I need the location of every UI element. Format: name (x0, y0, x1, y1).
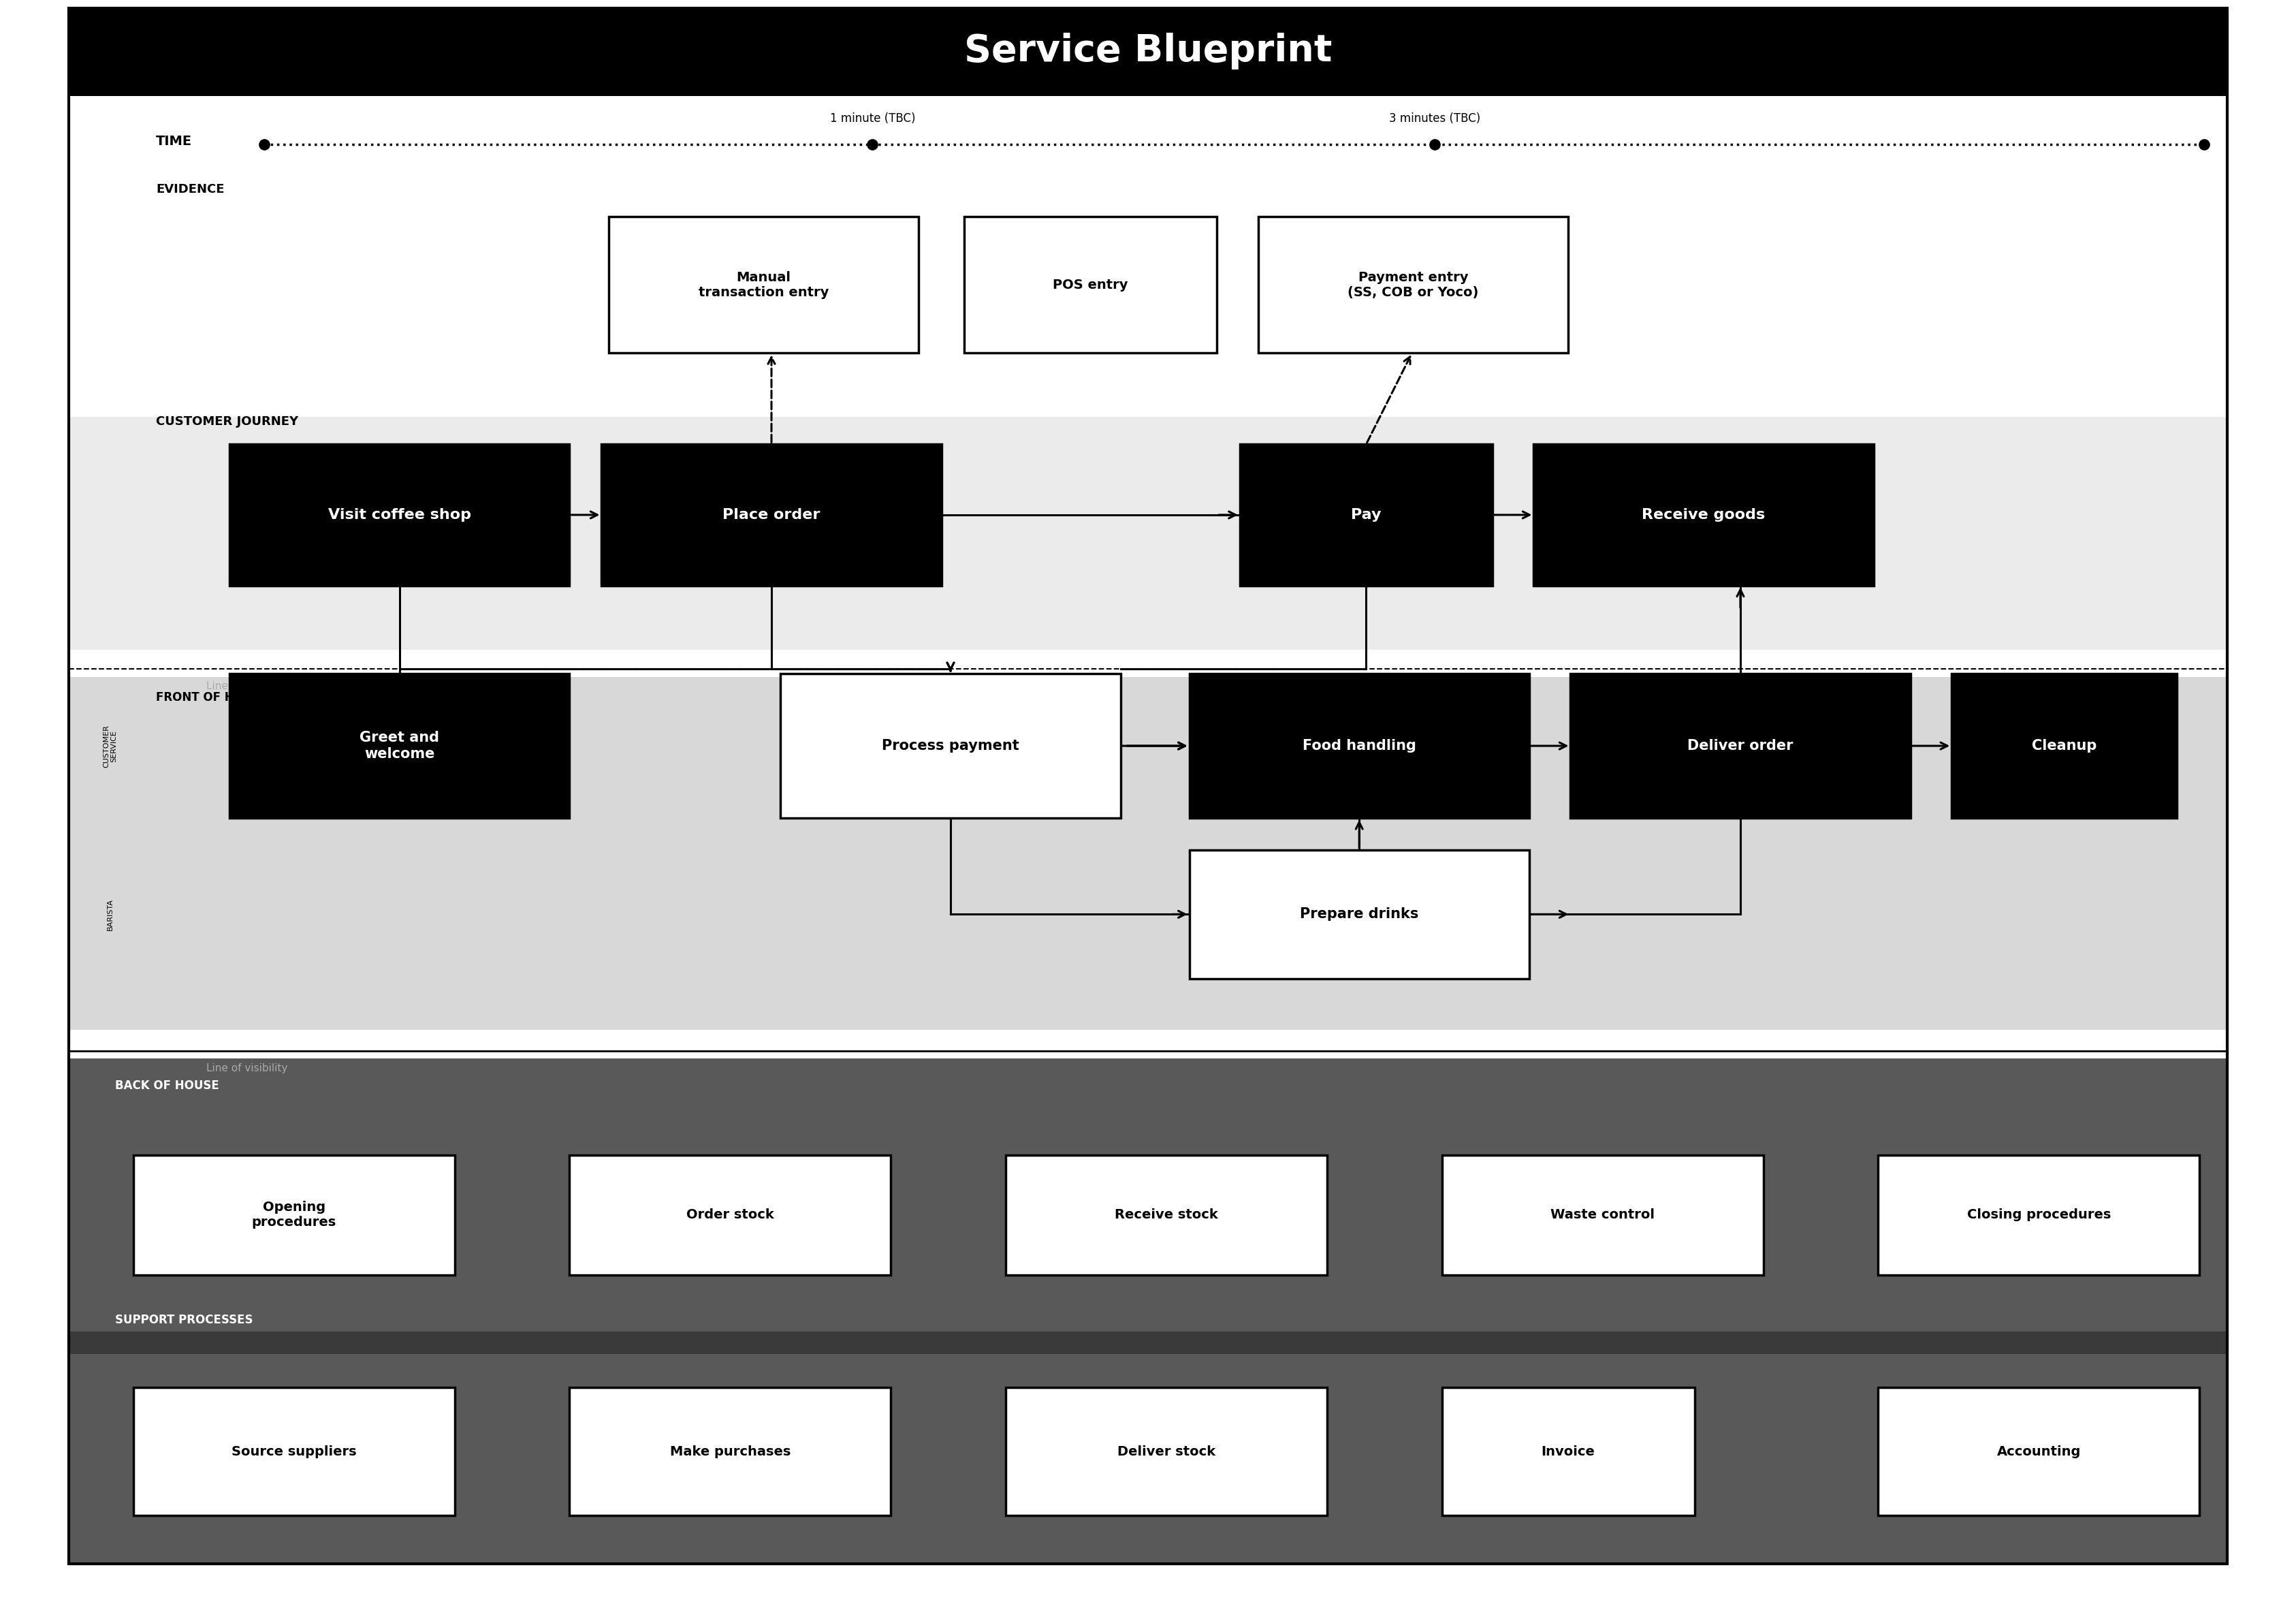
Text: Service Blueprint: Service Blueprint (964, 34, 1332, 69)
Bar (781, 674, 1120, 818)
Bar (230, 444, 569, 585)
Bar (1006, 1155, 1327, 1275)
Bar (1878, 1155, 2200, 1275)
Bar (69, 650, 2227, 677)
Text: CUSTOMER JOURNEY: CUSTOMER JOURNEY (156, 415, 298, 428)
Bar (1442, 1155, 1763, 1275)
Text: Order stock: Order stock (687, 1208, 774, 1222)
Text: Deliver stock: Deliver stock (1118, 1445, 1215, 1458)
Bar (133, 1387, 455, 1516)
Text: SUPPORT PROCESSES: SUPPORT PROCESSES (115, 1314, 253, 1327)
Text: Deliver order: Deliver order (1688, 739, 1793, 752)
Text: BARISTA: BARISTA (108, 898, 113, 930)
Bar (1240, 444, 1492, 585)
Bar (1570, 674, 1910, 818)
Bar (69, 1059, 2227, 1331)
Text: EVIDENCE: EVIDENCE (156, 183, 225, 196)
Bar (69, 1030, 2227, 1059)
Bar (69, 1331, 2227, 1354)
Text: Manual
transaction entry: Manual transaction entry (698, 271, 829, 298)
Text: TIME: TIME (156, 135, 193, 148)
Bar (1006, 1387, 1327, 1516)
Text: Prepare drinks: Prepare drinks (1300, 908, 1419, 921)
Bar (69, 101, 2227, 417)
Bar (964, 217, 1217, 353)
Bar (602, 444, 941, 585)
Text: Line of visibility: Line of visibility (207, 1063, 287, 1073)
Bar (1189, 850, 1529, 978)
Bar (1878, 1387, 2200, 1516)
Bar (69, 1354, 2227, 1564)
Text: Receive goods: Receive goods (1642, 508, 1766, 521)
Text: Place order: Place order (723, 508, 820, 521)
Bar (569, 1387, 891, 1516)
Text: CUSTOMER
SERVICE: CUSTOMER SERVICE (103, 725, 117, 767)
Bar (1442, 1387, 1694, 1516)
Text: Closing procedures: Closing procedures (1968, 1208, 2110, 1222)
Text: Invoice: Invoice (1541, 1445, 1596, 1458)
Text: 1 minute (TBC): 1 minute (TBC) (829, 112, 916, 125)
Bar (69, 677, 2227, 1030)
Text: Cleanup: Cleanup (2032, 739, 2096, 752)
Text: Opening
procedures: Opening procedures (253, 1201, 335, 1229)
Bar (608, 217, 918, 353)
Text: BACK OF HOUSE: BACK OF HOUSE (115, 1079, 218, 1092)
Text: Visit coffee shop: Visit coffee shop (328, 508, 471, 521)
Text: Line of interaction: Line of interaction (207, 682, 301, 691)
Text: Payment entry
(SS, COB or Yoco): Payment entry (SS, COB or Yoco) (1348, 271, 1479, 298)
Bar (1189, 674, 1529, 818)
Text: Accounting: Accounting (1998, 1445, 2080, 1458)
Text: Receive stock: Receive stock (1114, 1208, 1219, 1222)
Text: POS entry: POS entry (1054, 277, 1127, 292)
Text: Source suppliers: Source suppliers (232, 1445, 356, 1458)
Text: FRONT OF HOUSE: FRONT OF HOUSE (156, 691, 269, 704)
Text: Process payment: Process payment (882, 739, 1019, 752)
Text: Waste control: Waste control (1550, 1208, 1655, 1222)
Bar (230, 674, 569, 818)
Bar (133, 1155, 455, 1275)
Bar (1258, 217, 1568, 353)
Text: Pay: Pay (1350, 508, 1382, 521)
Bar (1952, 674, 2177, 818)
Text: 3 minutes (TBC): 3 minutes (TBC) (1389, 112, 1481, 125)
Bar (569, 1155, 891, 1275)
Bar (69, 417, 2227, 650)
Bar (1534, 444, 1874, 585)
Text: Food handling: Food handling (1302, 739, 1417, 752)
Text: Greet and
welcome: Greet and welcome (360, 731, 439, 760)
Bar (69, 8, 2227, 96)
Text: Make purchases: Make purchases (670, 1445, 790, 1458)
